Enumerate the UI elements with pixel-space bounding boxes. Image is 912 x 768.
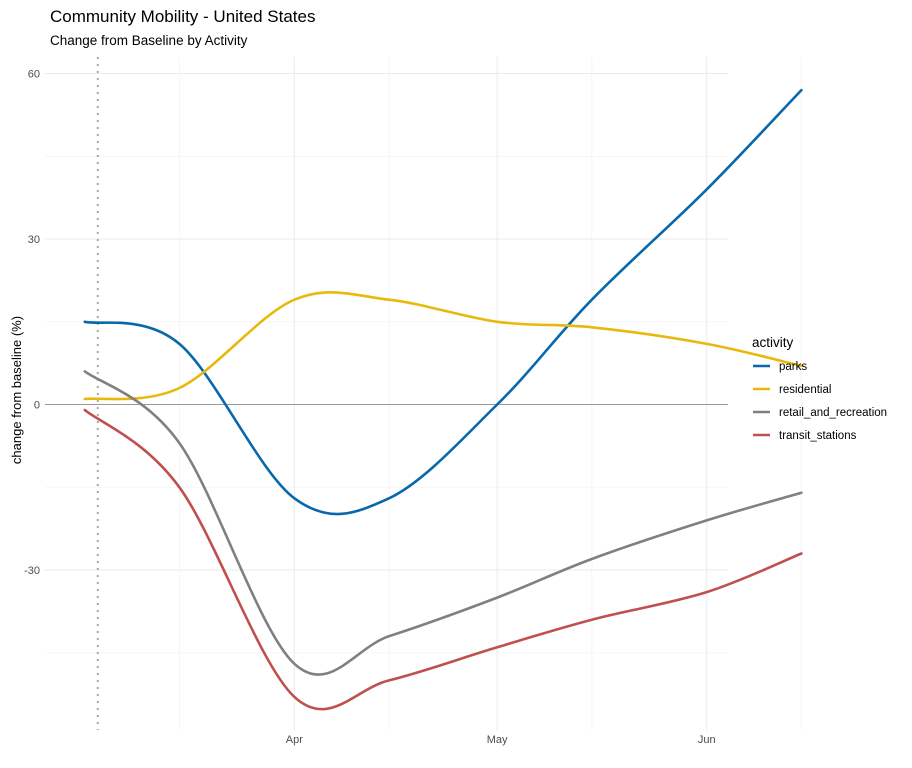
- y-axis-label: change from baseline (%): [9, 316, 24, 464]
- x-tick-label: Apr: [286, 734, 303, 746]
- x-tick-label: Jun: [698, 734, 716, 746]
- y-tick-label: -30: [24, 565, 40, 577]
- series-line-transit-stations: [83, 408, 803, 711]
- series-line-residential: [83, 290, 803, 401]
- legend: parks residential retail_and_recreationtra…: [753, 361, 887, 442]
- series-line-parks: [83, 88, 803, 516]
- y-tick-label: 60: [28, 69, 40, 81]
- legend-label-parks: parks: [779, 361, 807, 373]
- chart-title: Community Mobility - United States: [50, 7, 315, 26]
- grid: [45, 57, 802, 730]
- legend-label-retail-and-recreation: retail_and_recreation: [779, 407, 887, 419]
- axes: -30 0 30 60 Apr May Jun: [24, 57, 728, 746]
- y-tick-label: 0: [34, 400, 40, 412]
- legend-label-residential: residential: [779, 384, 831, 396]
- y-tick-label: 30: [28, 234, 40, 246]
- legend-title: activity: [752, 335, 794, 350]
- series-lines: [83, 88, 803, 711]
- chart-subtitle: Change from Baseline by Activity: [50, 33, 248, 48]
- legend-label-transit-stations: transit_stations: [779, 430, 857, 442]
- x-tick-label: May: [487, 734, 508, 746]
- series-line-retail-and-recreation: [83, 370, 803, 676]
